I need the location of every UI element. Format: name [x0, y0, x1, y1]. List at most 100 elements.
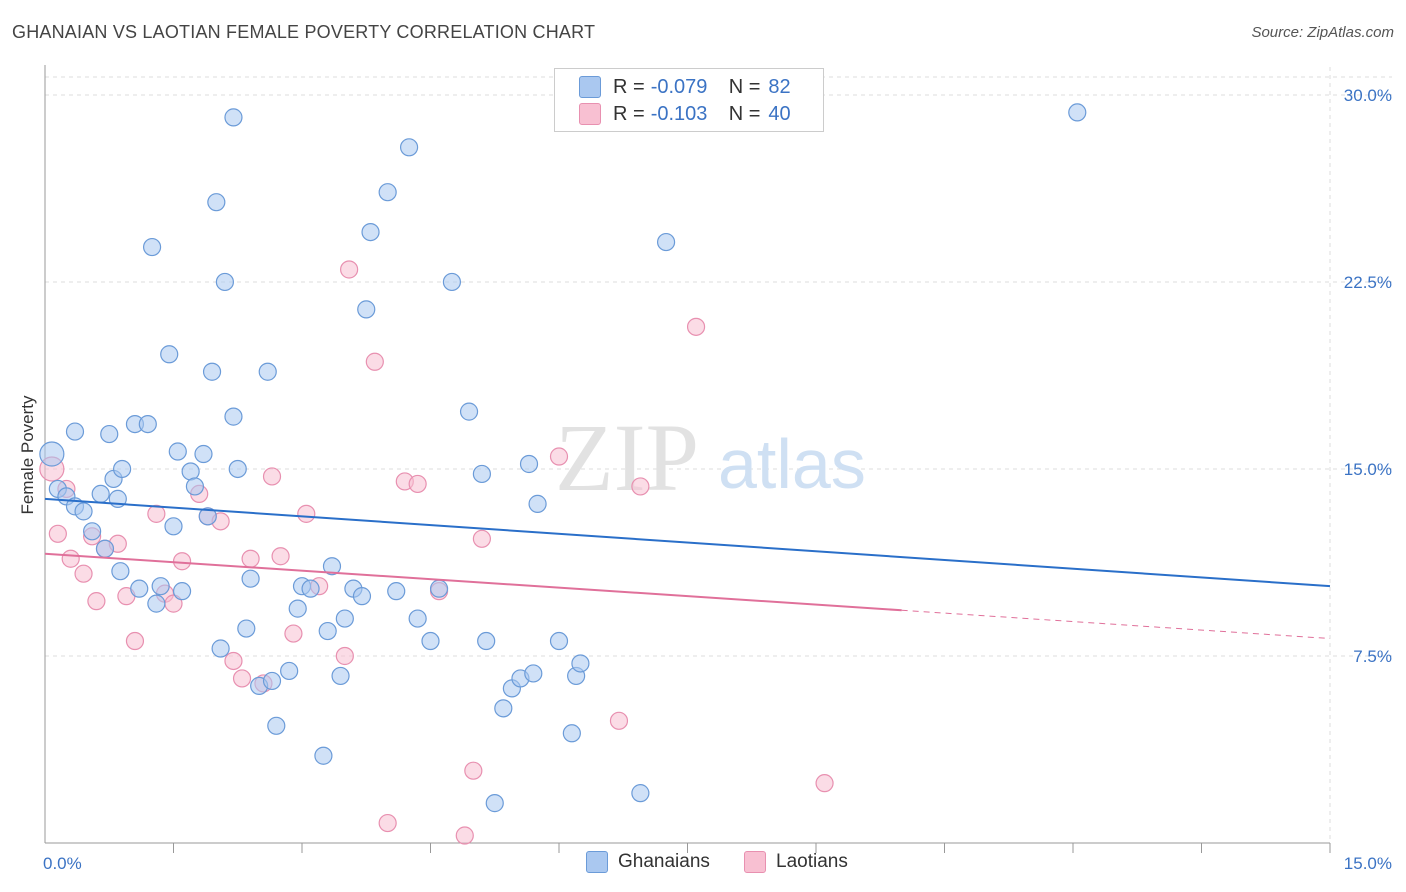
ghanaian-point — [164, 517, 183, 536]
laotians-points — [39, 260, 834, 845]
ghanaian-point — [168, 442, 187, 461]
ghanaian-point — [477, 631, 496, 651]
ghanaian-point — [1068, 103, 1087, 122]
x-tick-label-min: 0.0% — [43, 854, 82, 873]
ghanaian-point — [549, 631, 569, 651]
ghanaian-point — [142, 237, 162, 257]
laotian-point — [232, 669, 252, 688]
x-tick-label-max: 15.0% — [1344, 854, 1392, 873]
bottom-swatch-ghanaians — [586, 851, 608, 873]
ghanaian-point — [322, 557, 342, 576]
ghanaian-point — [138, 414, 157, 434]
legend-r-value-laotians: -0.103 — [650, 102, 708, 125]
laotian-point — [340, 260, 359, 279]
ghanaian-point — [562, 724, 581, 743]
ghanaian-point — [421, 631, 440, 651]
ghanaian-point — [198, 507, 217, 526]
y-tick-label: 30.0% — [1344, 86, 1392, 105]
trend-lines — [44, 497, 1331, 640]
legend-row-ghanaians: R = -0.079 N = 82 — [579, 74, 791, 100]
laotian-point — [631, 477, 650, 496]
ghanaian-point — [172, 582, 192, 601]
laotian-point — [686, 317, 706, 336]
laotian-point — [815, 774, 834, 793]
watermark: ZIP atlas — [555, 404, 866, 511]
ghanaian-point — [524, 664, 543, 683]
legend-n-value-laotians: 40 — [768, 102, 791, 125]
laotian-point — [87, 592, 106, 611]
source-label: Source: ZipAtlas.com — [1251, 24, 1394, 41]
trend-line-ghanaians — [44, 497, 1331, 588]
laotian-point — [335, 646, 354, 666]
laotian-point — [172, 552, 192, 571]
ghanaian-point — [160, 345, 179, 364]
ghanaian-point — [408, 609, 427, 628]
legend-row-laotians: R = -0.103 N = 40 — [579, 101, 791, 127]
ghanaian-point — [288, 599, 307, 618]
laotian-point — [271, 547, 290, 566]
bottom-legend-laotians: Laotians — [744, 851, 848, 873]
laotian-point — [455, 826, 474, 845]
legend-r-value-ghanaians: -0.079 — [650, 75, 708, 98]
laotian-point — [609, 711, 629, 730]
ghanaian-point — [112, 459, 132, 479]
ghanaian-point — [399, 138, 419, 157]
laotian-point — [464, 761, 483, 780]
watermark-atlas: atlas — [718, 425, 866, 503]
ghanaian-point — [100, 424, 119, 444]
trend-line-laotians — [44, 552, 902, 612]
laotian-point — [125, 631, 145, 651]
ghanaian-point — [571, 654, 590, 673]
ghanaian-point — [378, 183, 397, 202]
tick-labels: 7.5% 15.0% 22.5% 30.0% 0.0% 15.0% — [43, 86, 1392, 873]
laotian-point — [147, 504, 166, 523]
laotian-point — [61, 549, 80, 568]
laotian-point — [365, 352, 384, 371]
ghanaian-point — [74, 502, 93, 521]
ghanaian-point — [237, 619, 256, 638]
laotian-point — [48, 524, 67, 543]
ghanaian-point — [442, 272, 462, 292]
bottom-legend-ghanaians: Ghanaians — [586, 851, 710, 873]
ghanaian-point — [267, 716, 286, 735]
legend-swatch-ghanaians — [579, 76, 601, 98]
laotian-point — [241, 549, 260, 568]
ghanaian-point — [207, 193, 226, 212]
ghanaian-point — [472, 464, 491, 484]
laotian-point — [549, 447, 569, 466]
legend-n-label: N = — [728, 102, 761, 125]
ghanaian-point — [387, 582, 406, 601]
ghanaian-point — [211, 639, 230, 658]
ghanaian-point — [631, 784, 650, 803]
ghanaian-point — [65, 422, 85, 441]
ghanaian-point — [519, 454, 539, 474]
ghanaian-point — [181, 462, 200, 481]
ghanaian-point — [314, 746, 333, 765]
ghanaian-point — [228, 459, 247, 479]
ghanaian-point — [224, 407, 243, 426]
laotian-point — [74, 564, 93, 583]
ghanaian-point — [352, 587, 372, 606]
legend-n-label: N = — [728, 75, 761, 98]
laotian-point — [262, 467, 282, 486]
ghanaian-point — [130, 579, 149, 598]
ghanaian-point — [262, 671, 282, 691]
ghanaian-point — [357, 300, 376, 319]
laotian-point — [378, 813, 397, 833]
legend-r-label: R = — [613, 75, 645, 98]
trend-line-extension-laotians — [901, 609, 1331, 640]
ghanaian-point — [301, 579, 320, 598]
ghanaian-point — [147, 594, 166, 613]
y-tick-label: 15.0% — [1344, 460, 1392, 479]
ghanaian-point — [280, 661, 299, 681]
ghanaian-point — [335, 609, 354, 628]
ghanaian-point — [39, 441, 65, 467]
ghanaian-point — [485, 794, 504, 813]
laotian-point — [224, 651, 243, 671]
ghanaian-point — [151, 577, 170, 596]
ghanaian-point — [429, 579, 449, 598]
ghanaian-point — [215, 272, 234, 292]
ghanaian-point — [91, 484, 110, 504]
y-tick-label: 7.5% — [1353, 647, 1392, 666]
